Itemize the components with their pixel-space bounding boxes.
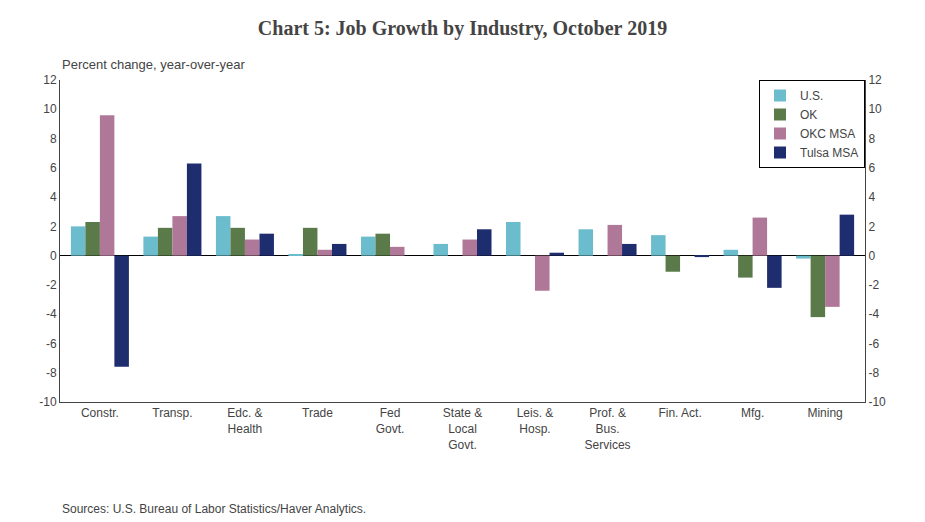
svg-text:-4: -4 bbox=[46, 307, 57, 321]
svg-text:Prof. &Bus.Services: Prof. &Bus.Services bbox=[585, 406, 631, 451]
svg-text:Fin. Act.: Fin. Act. bbox=[658, 406, 701, 420]
svg-text:-8: -8 bbox=[46, 366, 57, 380]
svg-text:-6: -6 bbox=[46, 337, 57, 351]
svg-text:Percent change, year-over-year: Percent change, year-over-year bbox=[62, 57, 245, 72]
svg-text:4: 4 bbox=[868, 190, 875, 204]
svg-text:12: 12 bbox=[43, 73, 57, 87]
svg-text:10: 10 bbox=[43, 102, 57, 116]
svg-text:6: 6 bbox=[868, 161, 875, 175]
svg-text:-4: -4 bbox=[868, 307, 879, 321]
svg-text:OKC MSA: OKC MSA bbox=[800, 127, 855, 141]
svg-text:0: 0 bbox=[868, 249, 875, 263]
svg-text:6: 6 bbox=[50, 161, 57, 175]
svg-text:FedGovt.: FedGovt. bbox=[376, 406, 405, 436]
svg-text:Edc. &Health: Edc. &Health bbox=[227, 406, 262, 436]
svg-text:12: 12 bbox=[868, 73, 882, 87]
svg-text:10: 10 bbox=[868, 102, 882, 116]
svg-text:-8: -8 bbox=[868, 366, 879, 380]
svg-text:U.S.: U.S. bbox=[800, 89, 823, 103]
svg-text:2: 2 bbox=[868, 220, 875, 234]
svg-text:8: 8 bbox=[868, 132, 875, 146]
svg-text:-2: -2 bbox=[868, 278, 879, 292]
svg-text:Leis. &Hosp.: Leis. &Hosp. bbox=[517, 406, 554, 436]
svg-text:State &LocalGovt.: State &LocalGovt. bbox=[443, 406, 482, 451]
svg-text:-2: -2 bbox=[46, 278, 57, 292]
svg-text:Transp.: Transp. bbox=[152, 406, 192, 420]
svg-text:Trade: Trade bbox=[302, 406, 333, 420]
svg-text:-10: -10 bbox=[868, 395, 886, 409]
svg-text:8: 8 bbox=[50, 132, 57, 146]
svg-text:0: 0 bbox=[50, 249, 57, 263]
svg-text:Mining: Mining bbox=[807, 406, 842, 420]
svg-text:OK: OK bbox=[800, 108, 817, 122]
svg-text:2: 2 bbox=[50, 220, 57, 234]
svg-text:Constr.: Constr. bbox=[81, 406, 119, 420]
svg-text:4: 4 bbox=[50, 190, 57, 204]
svg-text:Sources: U.S. Bureau of Labor: Sources: U.S. Bureau of Labor Statistics… bbox=[62, 502, 366, 516]
svg-text:-6: -6 bbox=[868, 337, 879, 351]
svg-text:Chart 5: Job Growth by Industr: Chart 5: Job Growth by Industry, October… bbox=[258, 17, 667, 40]
svg-text:-10: -10 bbox=[39, 395, 57, 409]
svg-text:Tulsa MSA: Tulsa MSA bbox=[800, 146, 858, 160]
svg-text:Mfg.: Mfg. bbox=[741, 406, 764, 420]
